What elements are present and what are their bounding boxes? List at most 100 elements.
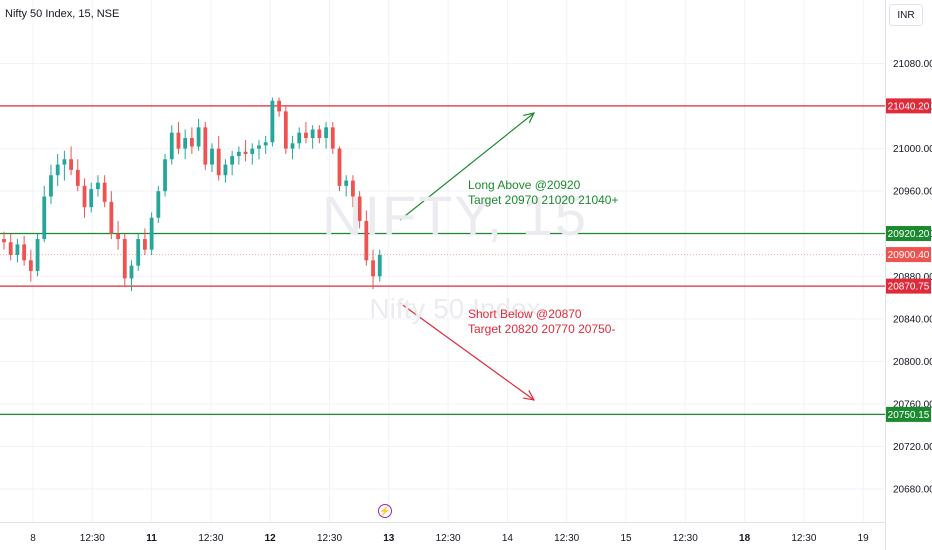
candle-body [236,151,241,157]
candle-body [317,129,322,138]
candle-body [377,255,382,277]
x-tick-label: 18 [739,533,751,544]
y-tick-label: 21080.00 [893,59,932,70]
x-tick-label: 8 [30,533,36,544]
candle-body [210,148,214,165]
candle-body [297,132,302,144]
y-tick-label: 20840.00 [893,314,932,325]
candle-body [62,159,67,165]
price-label: 20750.15 [886,406,931,422]
price-label-text: 20750.15 [888,410,930,421]
candle-body [183,137,188,149]
candle-body [203,127,208,165]
long-annotation: Long Above @20920 Target 20970 21020 210… [468,178,618,208]
candle-body [55,164,60,176]
horizontal-levels [0,105,885,416]
candle-body [351,180,355,197]
candle-body [344,180,349,186]
candle-body [250,148,255,154]
price-label-bg [886,98,931,114]
candle-body [136,239,141,266]
long-arrow-shaft [399,112,535,221]
candle-body [116,233,120,240]
grid [0,0,885,522]
x-tick-label: 12:30 [554,533,579,544]
candle-body [324,127,328,138]
x-tick-label: 12:30 [673,533,698,544]
x-tick-label: 11 [146,533,157,544]
candle-body [42,196,47,240]
candle-body [310,129,315,138]
short-arrow-head [523,390,536,401]
candle-body [156,191,161,218]
long-arrow [399,112,536,221]
candle-body [257,145,261,149]
candle-body [371,260,375,277]
x-tick-label: 19 [858,533,870,544]
price-label-text: 20870.75 [888,282,930,293]
candle-body [263,142,268,146]
price-label-text: 20920.20 [888,229,930,240]
candle-body [102,182,107,202]
y-tick-label: 20880.00 [893,272,932,283]
currency-button[interactable]: INR [889,4,923,26]
price-labels: 21040.20 20920.20 20870.75 20750.15 20900.40 [886,98,931,422]
candle-body [69,159,73,170]
y-tick-label: 20680.00 [893,485,932,496]
y-tick-label: 20720.00 [893,442,932,453]
candle-body [8,242,13,256]
x-tick-label: 12 [265,533,277,544]
candle-body [330,127,335,149]
candle-body [109,201,114,234]
candle-body [270,100,275,143]
watermark-name: Nifty 50 Index [369,293,541,324]
candle-body [230,156,235,165]
candle-body [2,239,6,243]
price-label-bg [886,226,931,242]
x-tick-label: 13 [383,533,395,544]
candle-body [169,132,174,160]
candle-body [337,148,342,186]
short-annotation: Short Below @20870 Target 20820 20770 20… [468,307,615,337]
price-label: 20870.75 [886,278,931,294]
x-tick-label: 14 [502,533,514,544]
candle-body [122,239,127,279]
candle-body [304,132,308,138]
long-target-text: Target 20970 21020 21040+ [468,193,619,207]
watermark-symbol: NIFTY, 15 [322,184,588,247]
candle-body [283,111,288,149]
candle-body [357,196,362,221]
short-entry-text: Short Below @20870 [468,307,582,321]
candle-body [15,244,20,256]
x-tick-label: 15 [620,533,632,544]
candle-body [75,169,80,186]
candle-body [277,100,282,112]
candle-body [143,239,147,250]
long-arrow-head [523,112,536,124]
candle-body [49,175,53,197]
x-tick-label: 12:30 [317,533,342,544]
short-arrow-shaft [399,302,535,401]
price-label-text: 21040.20 [888,101,930,112]
y-tick-label: 20760.00 [893,399,932,410]
candle-body [176,132,181,149]
candle-body [243,151,248,154]
candle-body [82,185,87,208]
price-label: 20920.20 [886,226,931,242]
long-entry-text: Long Above @20920 [468,178,581,192]
candle-body [163,159,167,192]
candle-body [96,182,100,190]
chart-title: Nifty 50 Index, 15, NSE [5,8,120,20]
x-tick-label: 12:30 [80,533,105,544]
candle-body [290,143,295,149]
lightning-bolt-icon[interactable]: ⚡ [378,504,392,518]
x-tick-label: 12:30 [436,533,461,544]
short-arrow [399,302,536,401]
candle-body [216,148,221,176]
price-label-bg [886,247,931,263]
candle-body [223,164,228,176]
y-tick-label: 20960.00 [893,187,932,198]
